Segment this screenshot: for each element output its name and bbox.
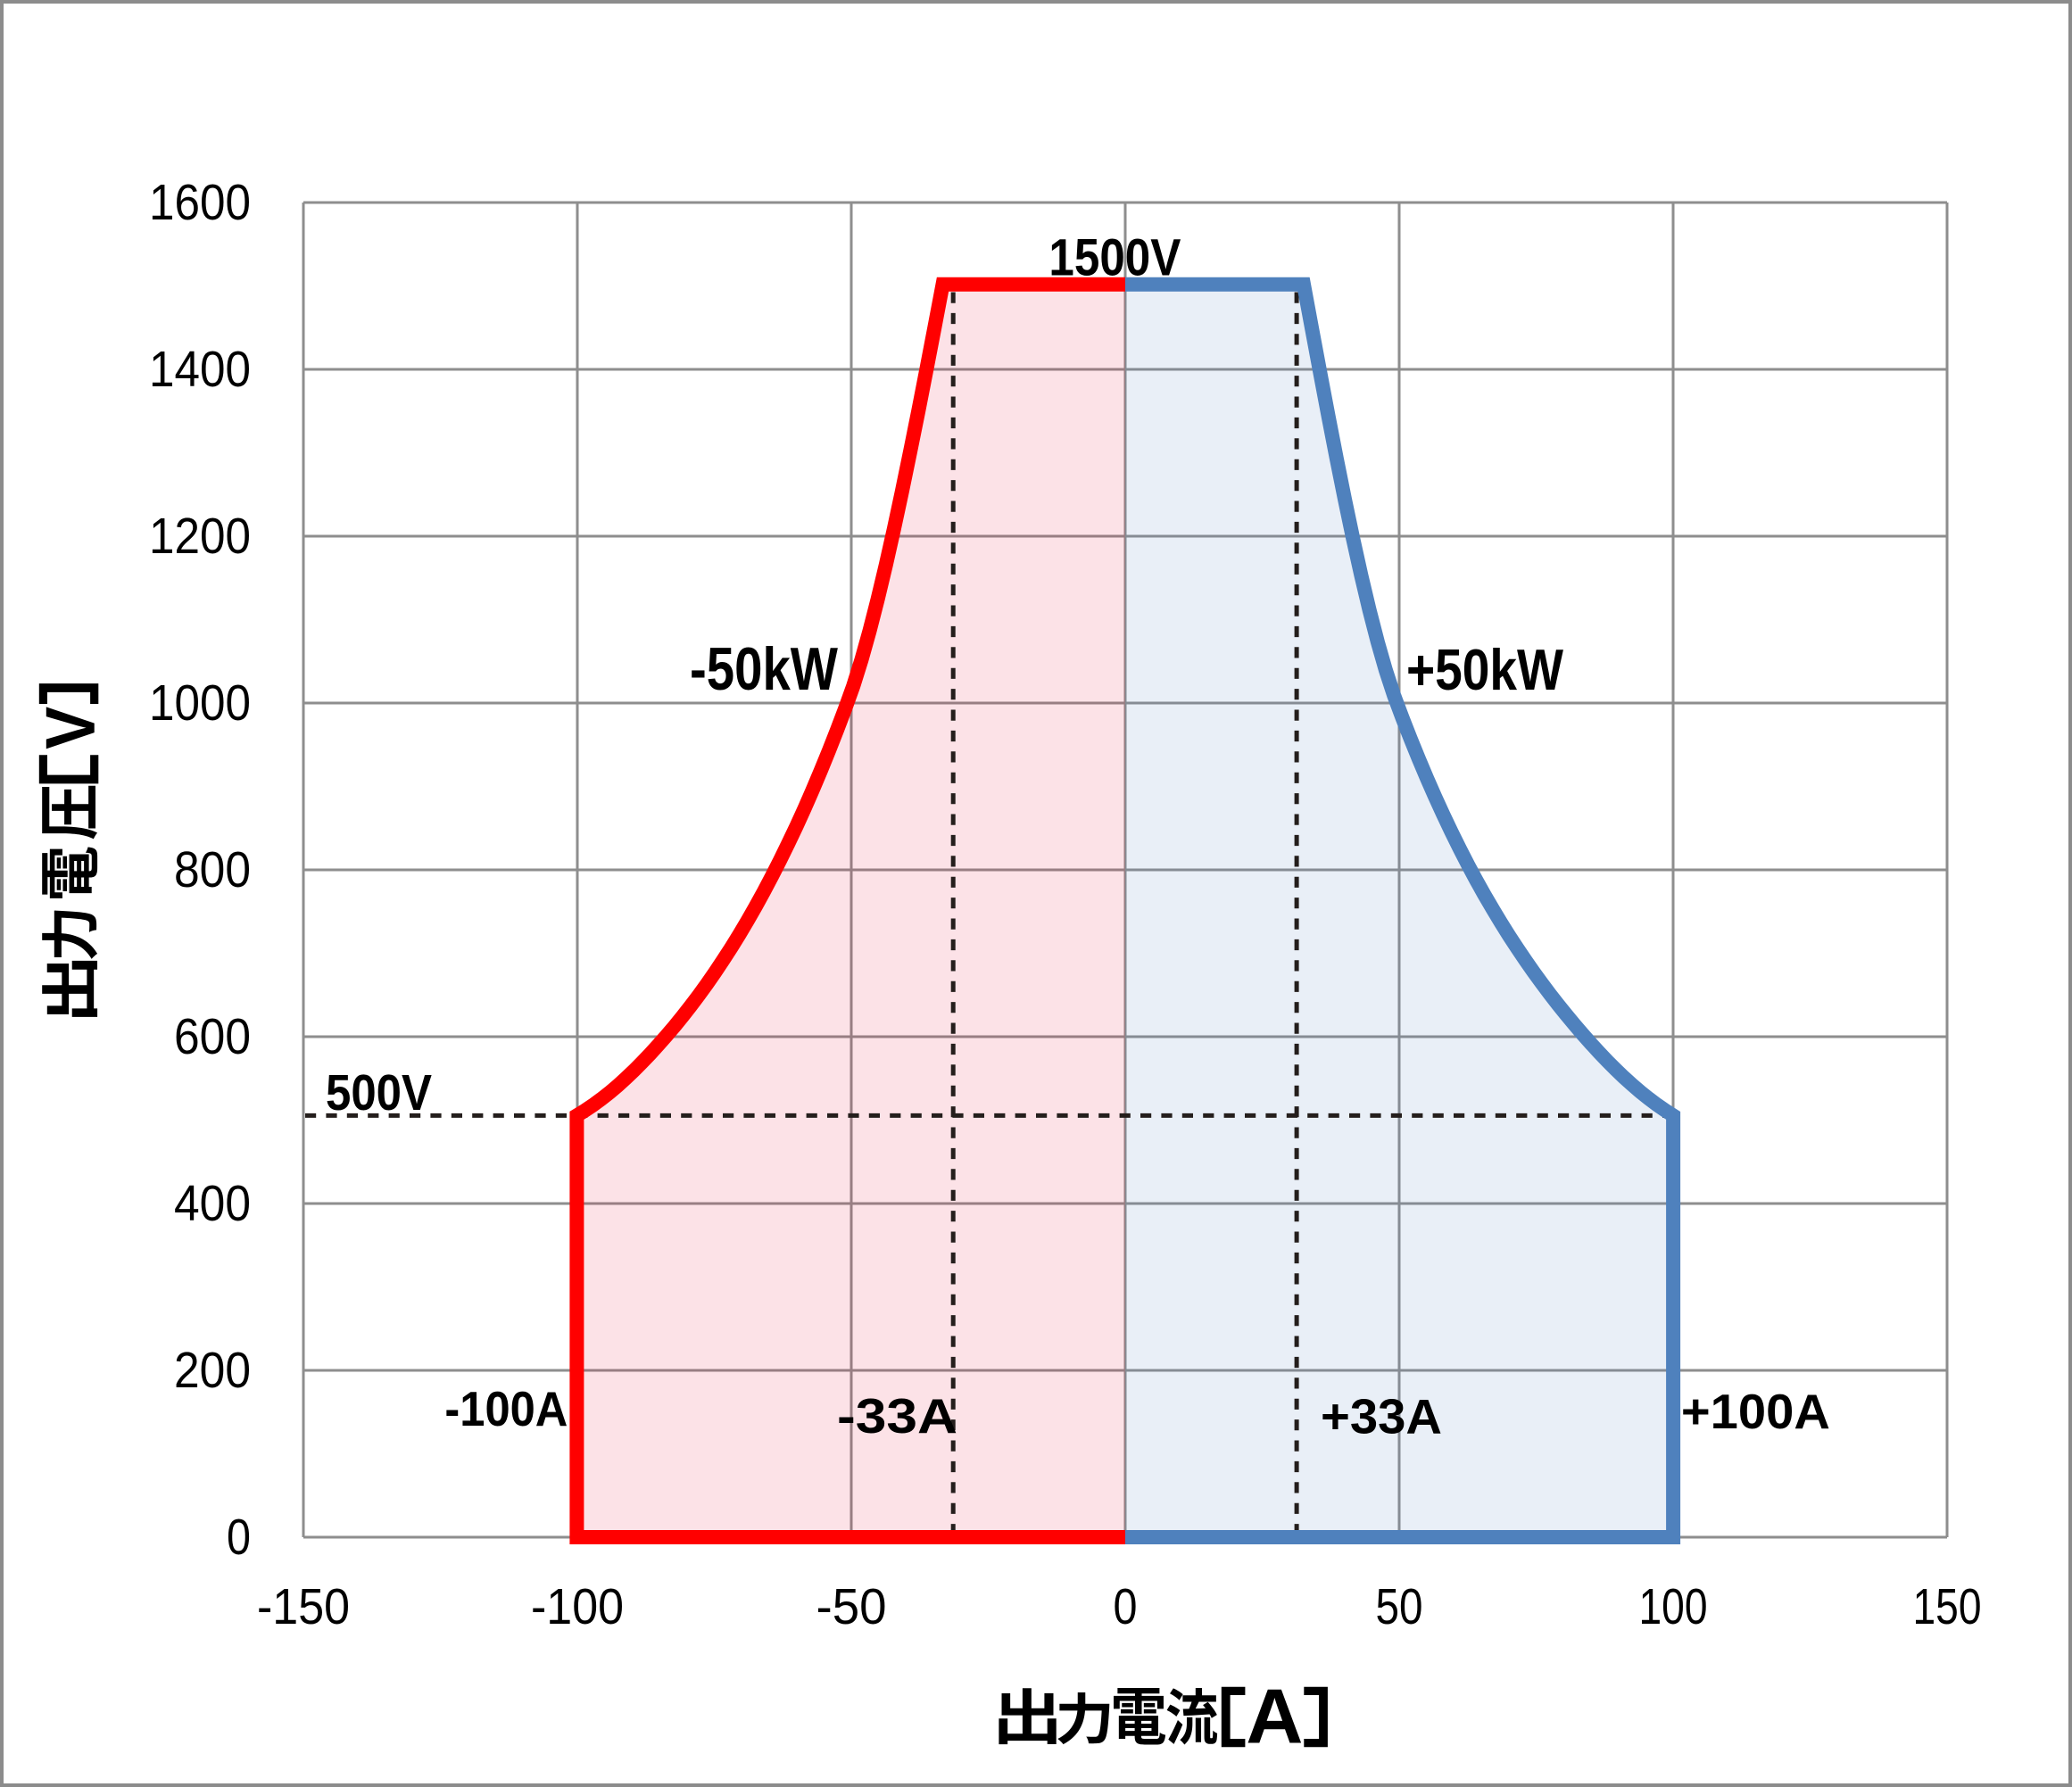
- svg-text:800: 800: [174, 841, 251, 898]
- svg-text:1400: 1400: [149, 341, 251, 398]
- svg-text:-150: -150: [257, 1578, 350, 1635]
- svg-text:+100A: +100A: [1681, 1384, 1830, 1439]
- svg-text:1500V: 1500V: [1048, 228, 1181, 286]
- svg-text:0: 0: [227, 1509, 251, 1566]
- svg-text:100: 100: [1639, 1578, 1708, 1635]
- svg-text:-33A: -33A: [837, 1388, 957, 1444]
- svg-text:0: 0: [1114, 1578, 1138, 1635]
- svg-text:600: 600: [174, 1008, 251, 1065]
- svg-text:-100: -100: [531, 1578, 624, 1635]
- svg-text:200: 200: [174, 1342, 251, 1399]
- svg-text:1000: 1000: [149, 674, 251, 732]
- svg-text:1600: 1600: [149, 174, 251, 231]
- svg-text:-100A: -100A: [444, 1381, 568, 1436]
- svg-text:-50: -50: [816, 1578, 887, 1635]
- svg-text:1200: 1200: [149, 508, 251, 565]
- svg-text:150: 150: [1913, 1578, 1982, 1635]
- svg-text:50: 50: [1376, 1578, 1423, 1635]
- svg-text:500V: 500V: [326, 1064, 432, 1121]
- svg-text:400: 400: [174, 1175, 251, 1232]
- svg-text:-50kW: -50kW: [690, 635, 839, 703]
- svg-text:+33A: +33A: [1321, 1389, 1442, 1444]
- svg-text:+50kW: +50kW: [1406, 637, 1564, 702]
